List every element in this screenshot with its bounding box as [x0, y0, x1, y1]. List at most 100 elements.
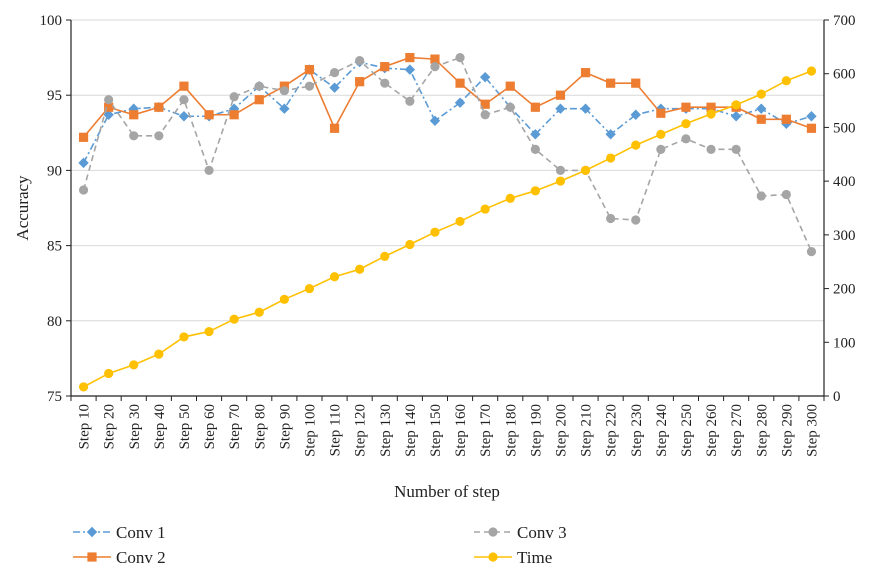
data-point — [706, 109, 716, 119]
y2-tick-label: 500 — [833, 120, 856, 136]
series-line — [82, 56, 813, 252]
x-tick-label: Step 260 — [704, 404, 720, 457]
data-point — [279, 103, 290, 114]
x-tick-label: Step 30 — [127, 404, 143, 449]
data-point — [706, 102, 716, 112]
data-point — [530, 102, 540, 112]
data-point — [254, 81, 264, 91]
data-point — [179, 81, 189, 91]
data-point — [756, 114, 766, 124]
y-tick-label: 95 — [47, 88, 62, 104]
data-point — [756, 89, 766, 99]
data-point — [279, 86, 289, 96]
data-point — [455, 216, 465, 227]
data-point — [329, 272, 340, 282]
data-point — [781, 189, 791, 200]
data-point — [103, 109, 114, 120]
data-point — [656, 129, 666, 140]
x-tick-label: Step 200 — [553, 404, 569, 457]
data-point — [706, 144, 716, 154]
y2-tick-label: 300 — [833, 228, 856, 244]
series-line — [83, 70, 812, 388]
x-tick-label: Step 170 — [478, 404, 494, 457]
legend: Conv 1 Conv 2 Conv 3 Time — [73, 523, 567, 567]
data-point — [806, 111, 817, 122]
data-point — [730, 111, 742, 122]
x-tick-label: Step 50 — [177, 404, 193, 449]
data-point — [631, 78, 641, 88]
data-point — [154, 349, 164, 359]
x-tick-label: Step 130 — [378, 404, 394, 457]
data-point — [355, 264, 365, 274]
data-point — [480, 110, 490, 120]
data-point — [204, 326, 214, 337]
data-point — [104, 102, 114, 112]
legend-label: Conv 1 — [116, 523, 166, 542]
y2-tick-label: 700 — [833, 13, 856, 29]
data-point — [454, 97, 466, 108]
data-point — [355, 56, 365, 66]
data-point — [530, 129, 541, 140]
data-point — [329, 68, 340, 78]
x-tick-label: Step 280 — [754, 404, 770, 457]
y-tick-label: 100 — [40, 13, 63, 29]
data-point — [405, 96, 415, 106]
x-tick-label: Step 220 — [604, 404, 620, 457]
x-tick-label: Step 70 — [227, 404, 243, 449]
x-tick-label: Step 140 — [403, 404, 419, 457]
x-tick-label: Step 270 — [729, 404, 745, 457]
data-point — [681, 119, 691, 129]
data-point — [279, 294, 289, 304]
data-point — [555, 103, 566, 114]
data-point — [204, 110, 214, 120]
data-point — [631, 215, 641, 225]
data-point — [129, 110, 139, 120]
data-point — [104, 95, 114, 105]
data-point — [505, 81, 515, 91]
data-point — [530, 144, 540, 154]
series — [78, 53, 817, 392]
x-tick-label: Step 190 — [528, 404, 544, 457]
y-tick-label: 85 — [47, 239, 62, 255]
x-tick-label: Step 60 — [202, 404, 218, 449]
data-point — [404, 64, 416, 75]
series-conv-2 — [78, 53, 817, 142]
data-point — [179, 95, 189, 105]
data-point — [631, 140, 641, 150]
data-point — [656, 108, 666, 118]
legend-marker — [87, 552, 97, 562]
x-tick-label: Step 110 — [328, 404, 344, 456]
data-point — [806, 247, 817, 257]
data-point — [480, 99, 490, 109]
y-tick-label: 75 — [47, 389, 62, 405]
data-point — [254, 95, 264, 105]
data-point — [479, 71, 491, 83]
data-point — [380, 251, 390, 261]
data-point — [380, 78, 390, 88]
y2-tick-label: 200 — [833, 282, 856, 298]
data-point — [605, 129, 616, 140]
y2-tick-label: 400 — [833, 174, 856, 190]
x-tick-label: Step 160 — [453, 404, 469, 457]
data-point — [304, 81, 315, 91]
x-tick-label: Step 20 — [102, 404, 118, 449]
legend-marker — [488, 552, 498, 562]
data-point — [681, 102, 691, 112]
data-point — [304, 283, 315, 294]
axes: 75 80 85 90 95 100 0 100 200 300 400 500 600 700 Step … — [40, 13, 856, 457]
x-tick-label: Step 150 — [428, 404, 444, 457]
data-point — [580, 103, 591, 114]
legend-label: Conv 3 — [517, 523, 567, 542]
data-point — [580, 165, 591, 175]
series-line — [82, 61, 812, 164]
data-point — [129, 360, 139, 370]
x-tick-label: Step 210 — [579, 404, 595, 457]
data-point — [606, 213, 616, 224]
x-tick-label: Step 300 — [804, 404, 820, 457]
data-point — [580, 68, 591, 78]
data-point — [756, 103, 767, 114]
data-point — [380, 62, 390, 72]
data-point — [229, 314, 239, 324]
data-point — [505, 102, 515, 112]
